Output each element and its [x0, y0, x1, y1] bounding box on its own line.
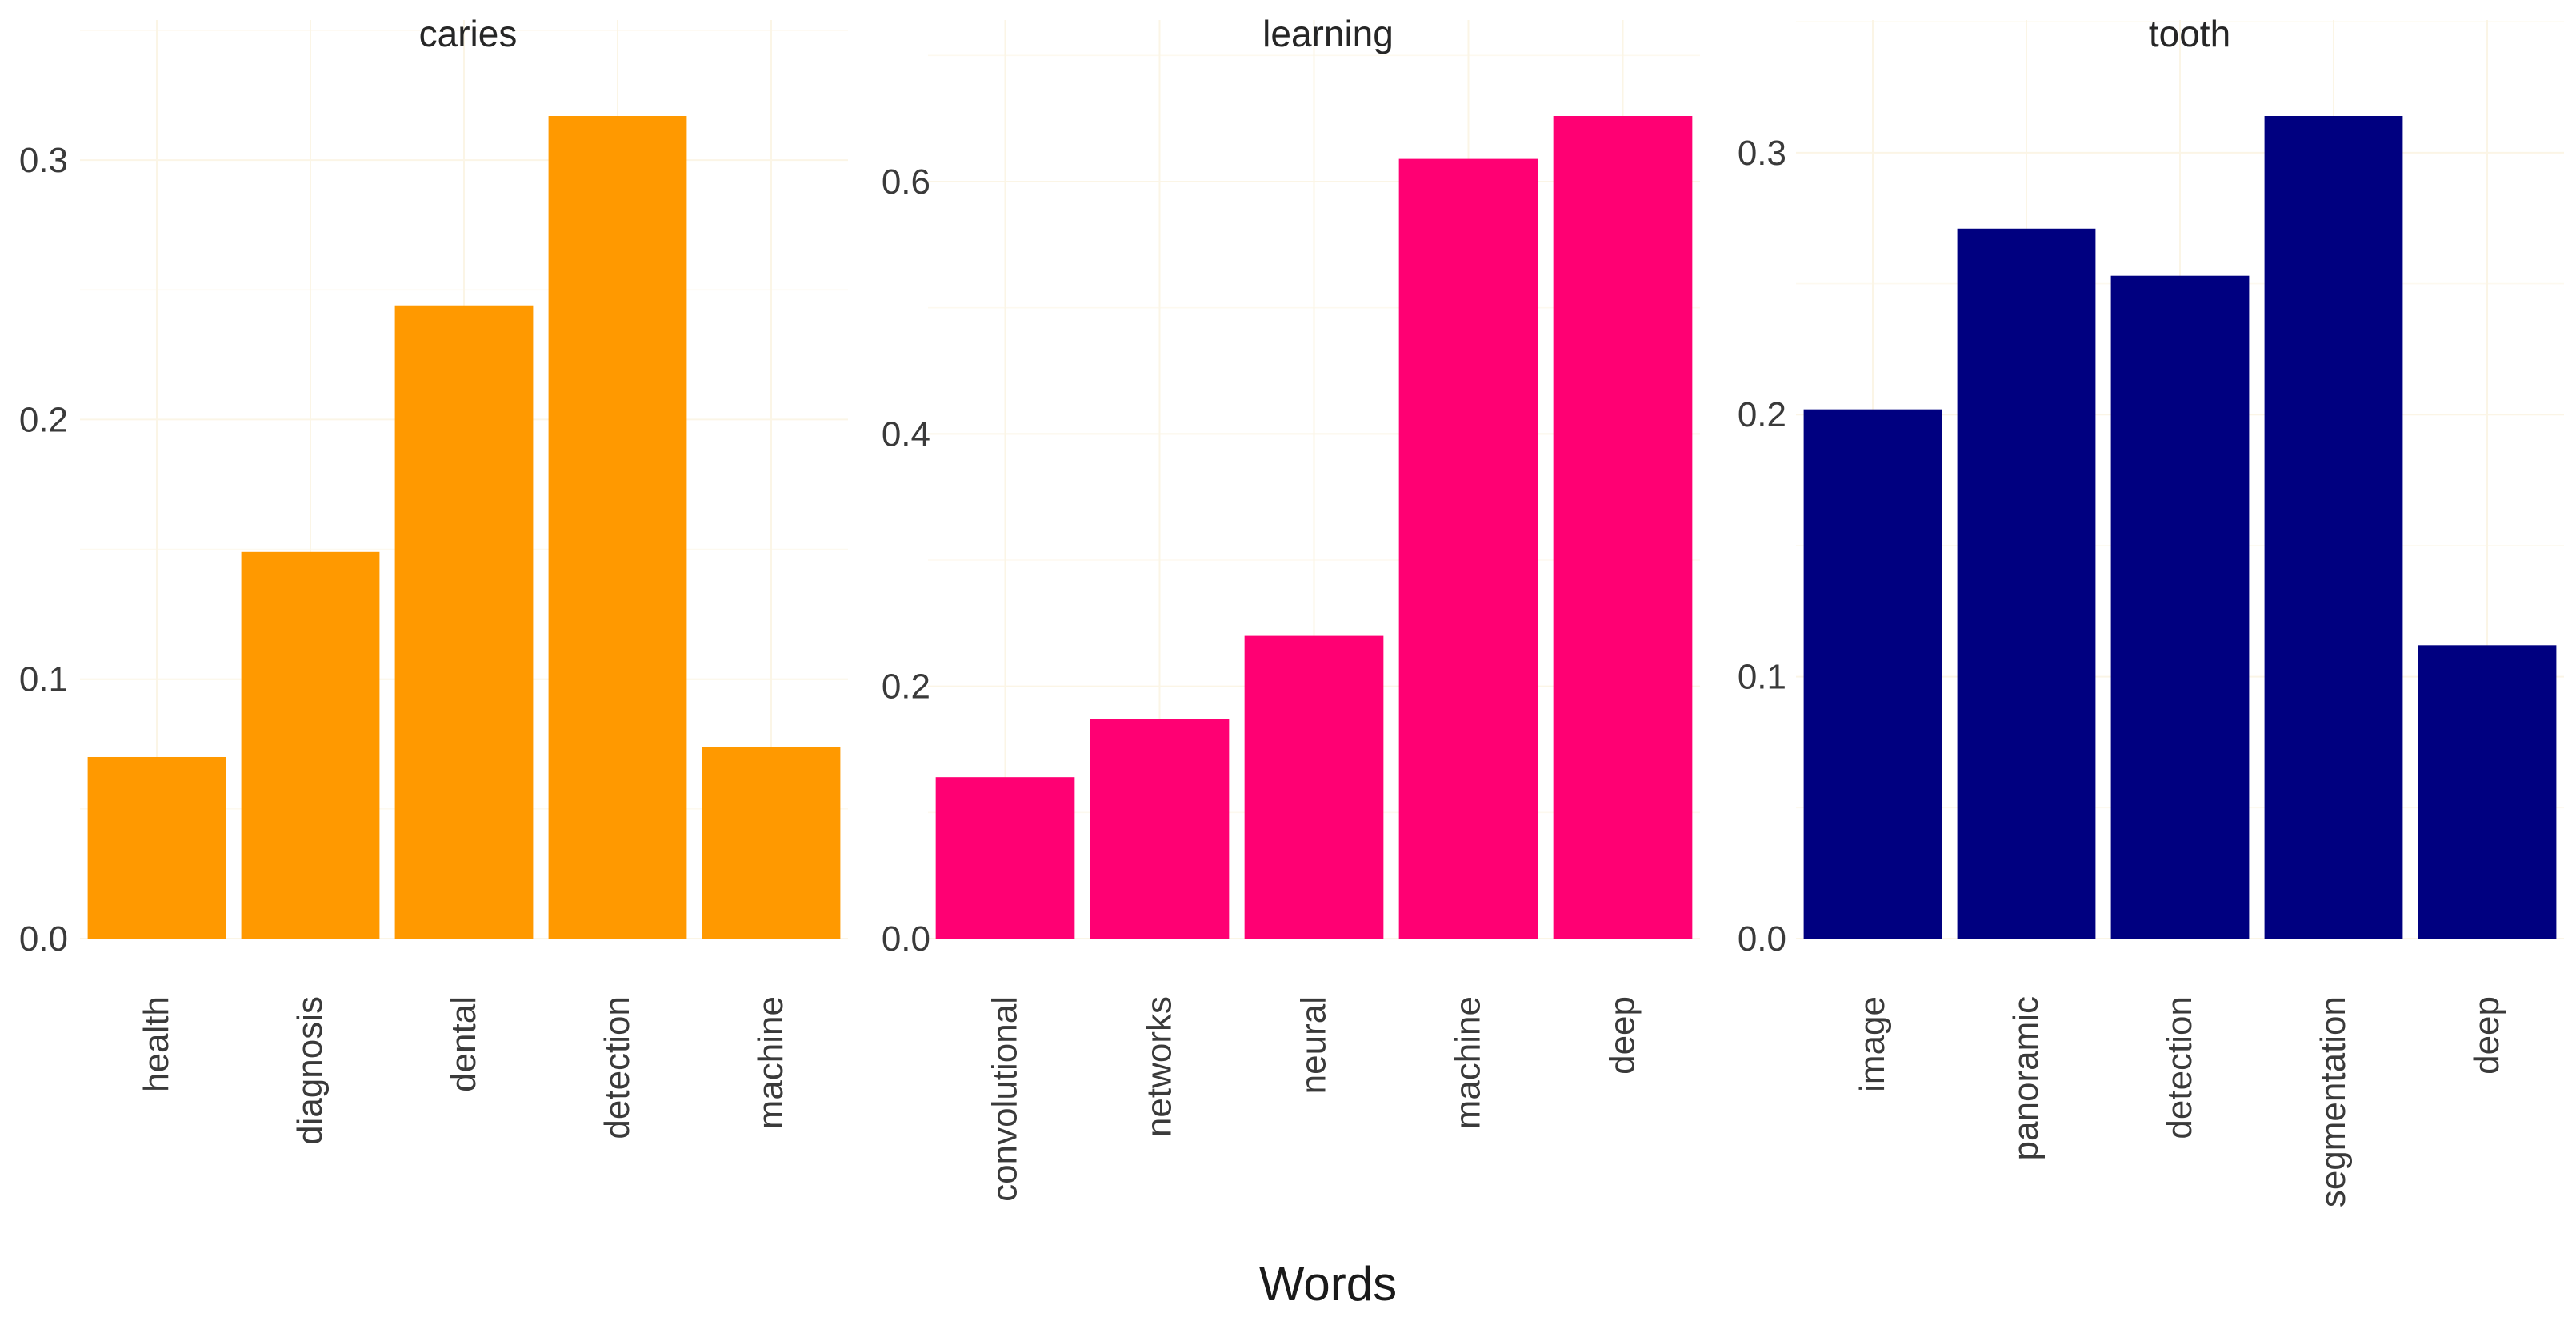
category-label-machine: machine [751, 996, 790, 1129]
category-label-networks: networks [1140, 996, 1179, 1137]
category-label-health: health [137, 996, 176, 1092]
y-tick-label: 0.6 [882, 162, 930, 202]
y-tick-label: 0.2 [882, 667, 930, 707]
y-tick-label: 0.4 [882, 414, 930, 454]
category-label-deep: deep [2467, 996, 2506, 1075]
panel-title: learning [1262, 13, 1394, 54]
panel-tooth: 0.0 0.1 0.2 0.3 image panoramic detection segme… [1738, 13, 2564, 1207]
category-label-machine: machine [1449, 996, 1488, 1129]
bar-machine [702, 747, 841, 939]
panel-title: tooth [2149, 13, 2230, 54]
bar-detection [2110, 275, 2250, 939]
y-tick-label: 0.0 [19, 919, 68, 959]
category-label-segmentation: segmentation [2314, 996, 2353, 1207]
panels-layer: 0.0 0.1 0.2 0.3 health diagnosis dental detecti… [19, 13, 2564, 1207]
category-label-diagnosis: diagnosis [290, 996, 330, 1145]
bar-dental [394, 305, 534, 939]
category-label-image: image [1853, 996, 1892, 1092]
bar-segmentation [2264, 116, 2403, 939]
y-tick-label: 0.3 [19, 141, 68, 180]
x-axis-title: Words [1259, 1257, 1397, 1311]
bar-health [87, 756, 226, 939]
category-label-deep: deep [1603, 996, 1642, 1075]
y-tick-label: 0.0 [1738, 919, 1786, 959]
category-label-detection: detection [598, 996, 637, 1139]
bar-neural [1244, 635, 1384, 939]
bar-deep [1553, 116, 1693, 939]
panel-learning: 0.0 0.2 0.4 0.6 convolutional networks neural m… [882, 13, 1700, 1202]
bar-image [1803, 409, 1942, 939]
category-label-panoramic: panoramic [2006, 996, 2046, 1160]
bar-networks [1090, 719, 1230, 939]
bar-convolutional [935, 777, 1075, 939]
panel-title: caries [419, 13, 518, 54]
bar-diagnosis [241, 551, 380, 939]
bar-detection [548, 116, 687, 939]
bar-deep [2418, 645, 2557, 939]
bar-panoramic [1957, 228, 2096, 939]
y-tick-label: 0.3 [1738, 134, 1786, 173]
y-tick-label: 0.2 [19, 400, 68, 439]
bar-machine [1398, 158, 1538, 939]
y-tick-label: 0.0 [882, 919, 930, 959]
y-tick-label: 0.2 [1738, 395, 1786, 434]
y-tick-label: 0.1 [19, 660, 68, 699]
category-label-detection: detection [2160, 996, 2199, 1139]
y-tick-label: 0.1 [1738, 658, 1786, 697]
panel-caries: 0.0 0.1 0.2 0.3 health diagnosis dental detecti… [19, 13, 848, 1145]
category-label-dental: dental [444, 996, 483, 1092]
category-label-neural: neural [1294, 996, 1334, 1094]
category-label-convolutional: convolutional [986, 996, 1025, 1202]
